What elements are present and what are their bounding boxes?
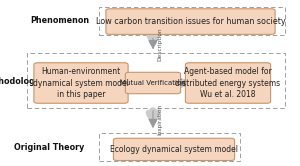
FancyBboxPatch shape xyxy=(106,9,275,34)
Text: Original Theory: Original Theory xyxy=(14,143,85,152)
Bar xyxy=(99,7,285,35)
Bar xyxy=(27,53,285,108)
Text: Description: Description xyxy=(158,27,163,61)
FancyBboxPatch shape xyxy=(113,138,235,161)
Text: Low carbon transition issues for human society: Low carbon transition issues for human s… xyxy=(96,17,285,26)
Text: Methodologies: Methodologies xyxy=(0,77,48,86)
Text: Mutual Verification: Mutual Verification xyxy=(120,80,186,86)
Bar xyxy=(99,133,240,161)
FancyBboxPatch shape xyxy=(34,63,128,103)
FancyBboxPatch shape xyxy=(125,72,181,94)
Text: Phenomenon: Phenomenon xyxy=(30,16,90,25)
Text: Agent-based model for
distributed energy systems
Wu et al. 2018: Agent-based model for distributed energy… xyxy=(176,67,280,99)
FancyBboxPatch shape xyxy=(185,63,271,103)
Text: Human-environment
dynamical system model
in this paper: Human-environment dynamical system model… xyxy=(33,67,129,99)
Text: Inspiration: Inspiration xyxy=(158,104,163,135)
Text: Ecology dynamical system model: Ecology dynamical system model xyxy=(110,145,238,154)
